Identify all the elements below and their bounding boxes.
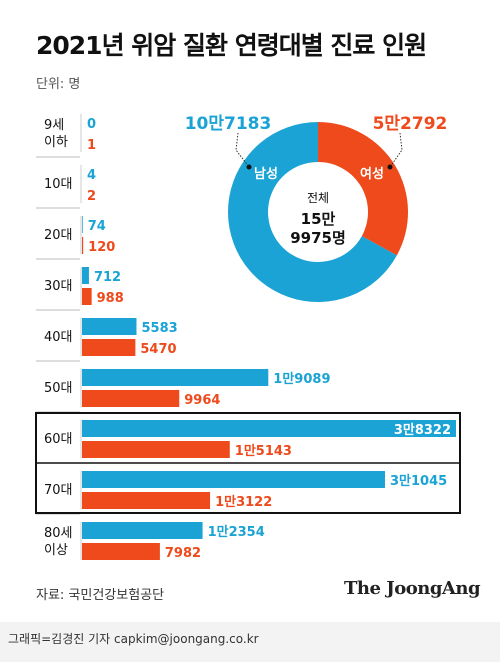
- female-value-label: 988: [97, 291, 124, 306]
- male-bar: [82, 522, 203, 539]
- female-leader-dot: [387, 164, 393, 170]
- category-label: 50대: [44, 381, 73, 396]
- category-label: 40대: [44, 330, 73, 345]
- page-title: 2021년 위암 질환 연령대별 진료 인원: [36, 31, 427, 60]
- category-label: 60대: [44, 432, 73, 447]
- male-value-label: 3만8322: [394, 422, 451, 438]
- donut-center-label: 전체: [307, 191, 329, 205]
- male-bar: [82, 471, 385, 488]
- male-value-label: 1만9089: [273, 371, 330, 387]
- male-leader-line: [235, 132, 250, 168]
- male-slice-label: 남성: [254, 166, 278, 182]
- category-label: 9세 이하: [44, 118, 68, 150]
- male-bar: [82, 216, 83, 233]
- unit-label: 단위: 명: [36, 77, 81, 92]
- female-value-label: 5470: [140, 342, 176, 357]
- female-bar: [82, 390, 180, 407]
- male-slice: [228, 122, 397, 302]
- female-value-label: 1만5143: [235, 443, 292, 459]
- female-value-label: 120: [88, 240, 115, 255]
- graphic-credit: 그래픽=김경진 기자 capkim@joongang.co.kr: [8, 632, 259, 646]
- male-value-label: 5583: [141, 321, 177, 336]
- category-label: 70대: [44, 483, 73, 498]
- source-note: 자료: 국민건강보험공단: [36, 588, 165, 603]
- male-value-label: 1만2354: [208, 524, 265, 540]
- male-value-label: 74: [88, 219, 106, 234]
- female-total-label: 5만2792: [373, 114, 448, 134]
- female-bar: [82, 492, 211, 509]
- male-leader-dot: [246, 164, 252, 170]
- male-value-label: 712: [94, 270, 121, 285]
- male-value-label: 3만1045: [390, 473, 447, 489]
- male-bar: [82, 267, 89, 284]
- donut-center-value: 15만 9975명: [290, 210, 346, 247]
- female-value-label: 1: [87, 138, 96, 153]
- male-total-label: 10만7183: [185, 114, 272, 134]
- female-slice-label: 여성: [360, 166, 384, 182]
- female-leader-line: [389, 132, 403, 168]
- female-value-label: 2: [87, 189, 96, 204]
- female-bar: [82, 339, 136, 356]
- female-bar: [82, 237, 84, 254]
- male-bar: [82, 318, 137, 335]
- infographic-card: [0, 0, 500, 622]
- chart-canvas: 9세 이하 0 1 10대 4 2 20대 74 120 30대 712 988 40대 5583 5470 5…: [35, 114, 461, 561]
- female-value-label: 9964: [184, 393, 220, 408]
- female-slice: [318, 122, 408, 256]
- category-label: 10대: [44, 177, 73, 192]
- male-value-label: 0: [87, 117, 96, 132]
- female-bar: [82, 441, 230, 458]
- female-bar: [82, 543, 160, 560]
- male-bar: [82, 420, 456, 437]
- male-value-label: 4: [87, 168, 96, 183]
- female-bar: [82, 288, 92, 305]
- female-value-label: 1만3122: [215, 494, 272, 510]
- female-value-label: 7982: [165, 546, 201, 561]
- category-label: 20대: [44, 228, 73, 243]
- category-label: 30대: [44, 279, 73, 294]
- brand-logo: The JoongAng: [344, 578, 481, 599]
- male-bar: [82, 369, 269, 386]
- category-label: 80세 이상: [44, 526, 73, 558]
